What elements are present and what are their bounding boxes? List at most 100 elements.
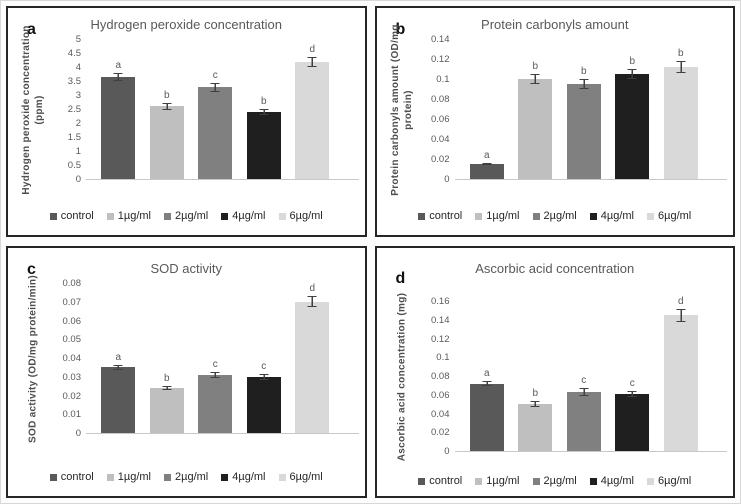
y-tick-label: 0.06 — [62, 315, 82, 327]
sig-letter: c — [629, 378, 635, 389]
legend-label: 6µg/ml — [658, 475, 692, 487]
legend-b: control 1µg/ml 2µg/ml 4µg/ml 6µg/ml — [377, 210, 734, 222]
legend-label: control — [429, 210, 463, 222]
sig-letter: b — [532, 61, 539, 72]
error-bar — [530, 401, 540, 407]
y-tick-label: 0.04 — [431, 134, 450, 145]
legend-swatch — [647, 212, 655, 220]
chart-title-d: Ascorbic acid concentration — [475, 261, 635, 276]
legend-d: control 1µg/ml 2µg/ml 4µg/ml 6µg/ml — [377, 475, 734, 487]
y-tick-label: 0.03 — [62, 371, 82, 383]
y-tick-label: 0.05 — [62, 334, 82, 346]
chart-area-a: Hydrogen peroxide concentration (ppm) 5 4… — [16, 25, 359, 195]
sig-letter: c — [212, 70, 218, 82]
chart-title-a: Hydrogen peroxide concentration — [90, 17, 282, 32]
bar-series: a b c c d — [463, 296, 706, 451]
error-bar — [676, 308, 686, 322]
sig-letter: c — [212, 359, 218, 371]
legend-item: 4µg/ml — [221, 210, 266, 222]
legend-label: 2µg/ml — [175, 471, 209, 483]
y-tick-label: 0.12 — [431, 54, 450, 65]
legend-label: 4µg/ml — [600, 475, 635, 487]
sig-letter: b — [580, 66, 587, 77]
legend-c: control 1µg/ml 2µg/ml 4µg/ml 6µg/ml — [8, 471, 365, 483]
bar-control — [469, 383, 504, 451]
sig-letter: b — [163, 372, 170, 384]
error-bar — [162, 385, 172, 391]
y-axis-label-wrap: Hydrogen peroxide concentration (ppm) — [16, 25, 50, 194]
sig-letter: c — [581, 375, 587, 387]
bar-group: d — [290, 40, 334, 179]
bar-control — [101, 76, 136, 179]
y-tick-label: 0.04 — [62, 353, 82, 364]
legend-swatch — [418, 212, 426, 220]
bar-group: a — [96, 40, 140, 179]
y-tick-label: 1.5 — [67, 132, 81, 143]
panel-letter-b: b — [395, 21, 406, 38]
bar-group: c — [610, 302, 654, 451]
legend-item: 6µg/ml — [278, 471, 323, 483]
sig-letter: b — [163, 89, 170, 101]
legend-a: control 1µg/ml 2µg/ml 4µg/ml 6µg/ml — [8, 210, 365, 222]
bar-group: b — [513, 302, 557, 451]
bar-1µg/ml — [518, 404, 553, 451]
legend-item: 4µg/ml — [589, 475, 635, 487]
legend-item: 1µg/ml — [106, 210, 151, 222]
legend-item: 2µg/ml — [164, 471, 208, 483]
error-bar — [579, 388, 589, 396]
legend-label: 6µg/ml — [289, 471, 323, 483]
sig-letter: a — [483, 367, 490, 379]
legend-item: control — [418, 475, 462, 487]
legend-item: 4µg/ml — [589, 210, 634, 222]
error-bar — [307, 296, 317, 308]
bar-group: a — [96, 284, 140, 433]
chart-area-b: Protein carbonyls amount (OD/mg protein)… — [385, 24, 727, 196]
bar-6µg/ml — [663, 315, 698, 451]
legend-swatch — [164, 212, 172, 220]
y-tick-label: 0.06 — [431, 114, 450, 125]
legend-item: 6µg/ml — [647, 210, 691, 222]
error-bar — [259, 373, 269, 380]
bar-series: a b c b d — [94, 40, 337, 179]
legend-label: 1µg/ml — [117, 471, 152, 483]
bar-group: c — [562, 302, 606, 451]
panel-letter-a: a — [27, 21, 36, 38]
y-axis-ticks: 0.16 0.14 0.12 0.1 0.08 0.06 0.04 0.02 0 — [419, 296, 455, 457]
sig-letter: a — [115, 59, 122, 71]
y-tick-label: 0.14 — [431, 314, 450, 326]
error-bar — [482, 163, 492, 165]
error-bar — [676, 61, 686, 73]
sig-letter: d — [309, 43, 316, 55]
bar-series: a b c c d — [94, 283, 337, 433]
error-bar — [627, 391, 637, 397]
bar-6µg/ml — [295, 61, 330, 179]
plot-area: a b c c d — [454, 296, 727, 452]
y-tick-label: 0 — [444, 174, 450, 185]
bar-1µg/ml — [518, 79, 553, 179]
legend-swatch — [589, 477, 597, 485]
y-tick-label: 0.02 — [62, 390, 82, 402]
legend-swatch — [164, 473, 172, 481]
bar-group: b — [562, 40, 606, 179]
panel-a: a Hydrogen peroxide concentration Hydrog… — [6, 6, 367, 237]
bar-series: a b b b b — [463, 40, 706, 179]
bar-group: d — [659, 296, 703, 451]
y-tick-label: 0.06 — [431, 389, 450, 401]
bar-group: b — [513, 40, 557, 179]
bar-group: c — [193, 40, 237, 179]
y-tick-label: 2.5 — [67, 104, 81, 115]
bar-group: a — [465, 302, 509, 451]
sig-letter: c — [261, 360, 267, 372]
bar-4µg/ml — [246, 111, 281, 179]
chart-title-b: Protein carbonyls amount — [481, 17, 629, 32]
y-axis-ticks: 0.14 0.12 0.1 0.08 0.06 0.04 0.02 0 — [419, 34, 455, 185]
y-tick-label: 1 — [75, 146, 81, 157]
bar-4µg/ml — [615, 74, 650, 179]
y-tick-label: 0.02 — [431, 154, 450, 165]
y-axis-label-wrap: Protein carbonyls amount (OD/mg protein) — [385, 24, 419, 196]
y-tick-label: 0.01 — [62, 409, 82, 421]
panel-c: c SOD activity SOD activity (OD/mg prote… — [6, 246, 367, 498]
plot-area: a b c b d — [86, 40, 359, 180]
y-tick-label: 4 — [75, 62, 81, 73]
